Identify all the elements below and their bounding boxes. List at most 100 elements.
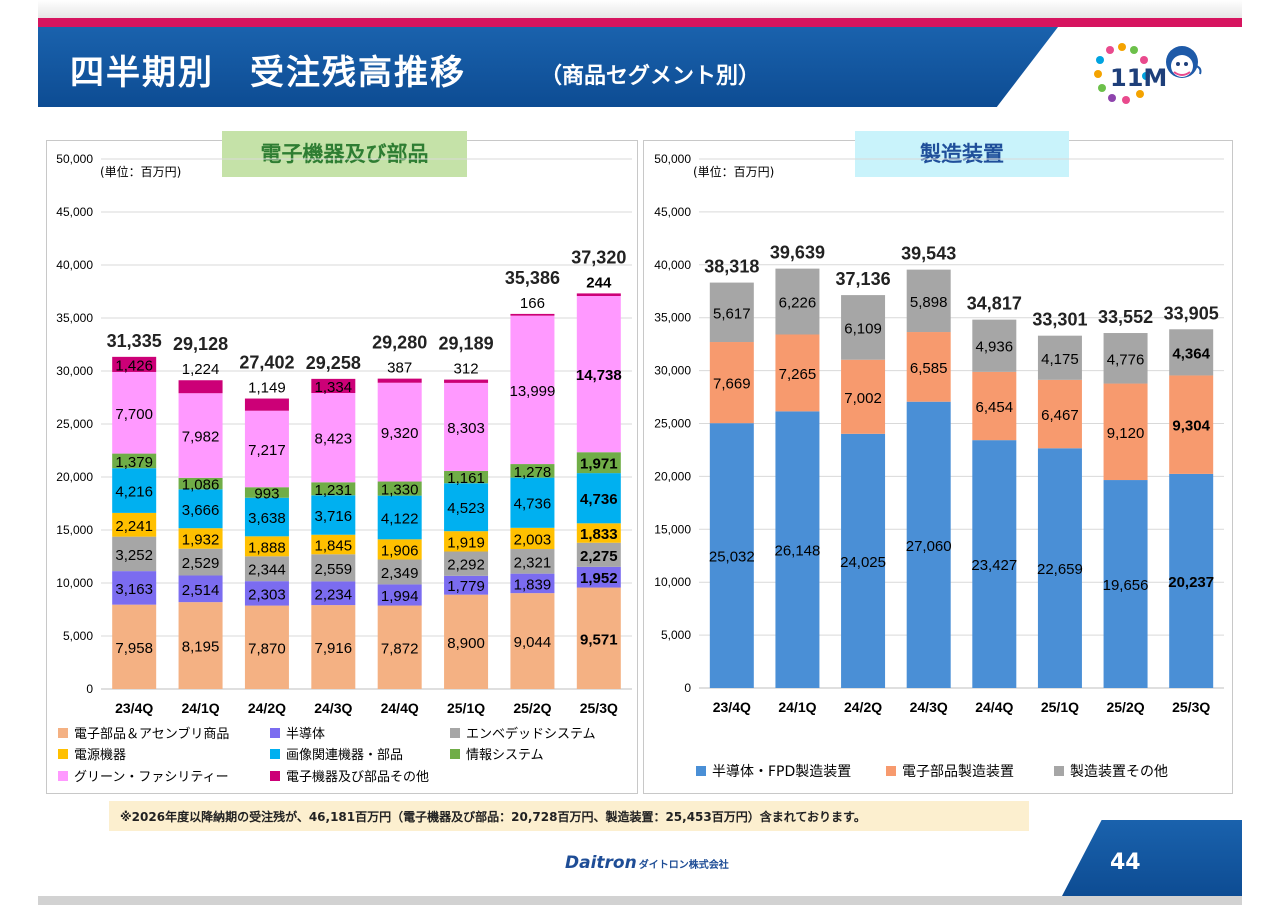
bar-segment <box>1103 480 1148 688</box>
bar-segment <box>112 468 157 513</box>
bar-segment <box>1169 473 1214 688</box>
bar-segment <box>311 534 356 555</box>
data-label: 7,870 <box>248 640 286 657</box>
bar-segment <box>841 295 886 360</box>
x-tick-label: 25/1Q <box>1041 699 1079 715</box>
data-label: 2,292 <box>447 557 485 574</box>
legend-swatch <box>58 770 68 781</box>
legend-swatch <box>886 766 896 776</box>
bar-segment <box>112 571 157 605</box>
y-tick-label-equipment: 5,000 <box>661 628 691 642</box>
data-label: 1,231 <box>315 482 353 499</box>
y-tick-label-equipment: 15,000 <box>654 522 691 536</box>
data-label: 2,529 <box>182 555 220 572</box>
bar-segment <box>178 477 223 490</box>
bar-segment <box>576 452 621 474</box>
data-label: 6,226 <box>779 295 817 312</box>
bar-segment <box>1103 333 1148 384</box>
bar-segment <box>510 593 555 689</box>
legend-label: 情報システム <box>466 748 544 763</box>
data-label: 9,044 <box>514 634 552 651</box>
data-label: 6,454 <box>976 399 1014 416</box>
bar-segment <box>841 433 886 688</box>
data-label: 20,237 <box>1168 574 1214 591</box>
y-tick-label-equipment: 10,000 <box>654 575 691 589</box>
legend-swatch <box>270 748 280 759</box>
x-tick-label: 25/2Q <box>1106 699 1144 715</box>
total-label: 29,128 <box>173 334 228 354</box>
data-label: 1,161 <box>447 470 485 487</box>
bar-segment <box>444 382 489 471</box>
bar-segment <box>244 410 289 488</box>
total-label: 34,817 <box>967 294 1022 314</box>
bar-segment <box>576 542 621 567</box>
legend-label: 電子部品製造装置 <box>902 764 1014 780</box>
bar-segment <box>1103 383 1148 481</box>
data-label: 1,971 <box>580 456 618 473</box>
data-label: 2,275 <box>580 548 618 565</box>
legend-item-embedded: エンベデッドシステム <box>450 723 596 742</box>
data-label: 1,330 <box>381 482 419 499</box>
y-tick-label-electronics: 50,000 <box>56 152 93 166</box>
bar-segment <box>311 495 356 535</box>
bar-segment <box>906 401 951 688</box>
bar-segment <box>244 497 289 537</box>
y-tick-label-electronics: 10,000 <box>56 576 93 590</box>
bar-segment <box>244 398 289 411</box>
bar-segment <box>112 536 157 572</box>
logo-text: 11M <box>1110 64 1167 92</box>
y-tick-label-electronics: 0 <box>86 682 93 696</box>
data-label: 2,321 <box>514 554 552 571</box>
legend-item-electronics-other: 電子機器及び部品その他 <box>270 766 429 785</box>
bar-segment <box>178 528 223 549</box>
x-tick-label: 23/4Q <box>115 700 153 716</box>
y-tick-label-electronics: 40,000 <box>56 258 93 272</box>
bar-segment <box>311 378 356 394</box>
bar-segment <box>244 556 289 582</box>
bar-segment <box>576 295 621 453</box>
data-label: 9,571 <box>580 631 618 648</box>
bar-segment <box>112 604 157 689</box>
data-label: 2,241 <box>115 518 153 535</box>
data-label: 22,659 <box>1037 561 1083 578</box>
bar-segment <box>444 531 489 552</box>
y-tick-label-electronics: 25,000 <box>56 417 93 431</box>
company-brand: Daitron <box>565 853 637 873</box>
bar-segment <box>178 489 223 529</box>
legend-label: 電子機器及び部品その他 <box>286 770 430 785</box>
bar-segment <box>112 356 157 372</box>
data-label: 5,617 <box>713 305 751 322</box>
total-label: 29,189 <box>439 334 494 354</box>
data-label: 1,426 <box>115 357 153 374</box>
data-label: 27,060 <box>906 538 952 555</box>
bar-segment <box>1037 335 1082 380</box>
x-tick-label: 24/2Q <box>248 700 286 716</box>
data-label: 2,234 <box>315 586 353 603</box>
data-label: 4,216 <box>115 484 153 501</box>
total-label: 39,639 <box>770 243 825 263</box>
total-label: 39,543 <box>901 244 956 264</box>
data-label: 3,716 <box>315 508 353 525</box>
bar-segment <box>1169 329 1214 376</box>
bar-segment <box>444 551 489 576</box>
data-label: 2,559 <box>315 561 353 578</box>
y-tick-label-equipment: 40,000 <box>654 258 691 272</box>
x-tick-label: 25/3Q <box>580 700 618 716</box>
y-tick-label-electronics: 20,000 <box>56 470 93 484</box>
chart-title-electronics: 電子機器及び部品 <box>222 131 467 177</box>
bar-segment <box>444 575 489 595</box>
legend-swatch <box>450 727 460 738</box>
data-label: 1,839 <box>514 576 552 593</box>
legend-label: 製造装置その他 <box>1070 764 1168 780</box>
bar-segment <box>510 313 555 316</box>
bar-segment <box>972 371 1017 441</box>
legend-label: エンベデッドシステム <box>466 727 596 742</box>
bar-segment <box>510 315 555 465</box>
bar-segment <box>510 549 555 574</box>
bar-segment <box>906 269 951 333</box>
legend-item-info-systems: 情報システム <box>450 744 544 763</box>
total-label: 37,320 <box>571 247 626 267</box>
data-label: 4,175 <box>1041 351 1079 368</box>
y-tick-label-equipment: 30,000 <box>654 364 691 378</box>
